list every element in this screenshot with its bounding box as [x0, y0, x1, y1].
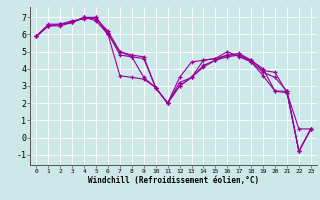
- X-axis label: Windchill (Refroidissement éolien,°C): Windchill (Refroidissement éolien,°C): [88, 176, 259, 185]
